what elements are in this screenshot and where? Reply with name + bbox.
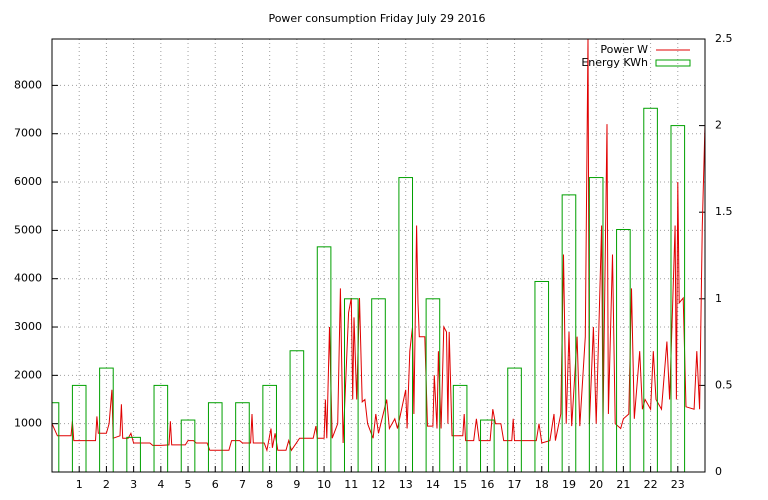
y2-tick-label: 1.5 bbox=[715, 205, 733, 218]
y2-tick-label: 0 bbox=[715, 465, 722, 478]
x-tick-label: 22 bbox=[644, 478, 658, 491]
y-tick-label: 6000 bbox=[14, 175, 42, 188]
plot-border bbox=[51, 38, 706, 473]
x-tick-label: 2 bbox=[103, 478, 110, 491]
energy-bar bbox=[316, 246, 332, 472]
y-tick-label: 3000 bbox=[14, 320, 42, 333]
plot-area bbox=[52, 39, 705, 472]
energy-bar bbox=[235, 402, 250, 472]
x-tick-label: 13 bbox=[399, 478, 413, 491]
y-tick-label: 8000 bbox=[14, 78, 42, 91]
x-tick-label: 19 bbox=[562, 478, 576, 491]
x-tick-label: 15 bbox=[453, 478, 467, 491]
energy-bar bbox=[371, 298, 386, 472]
legend-label: Energy KWh bbox=[581, 56, 648, 69]
x-tick-label: 14 bbox=[426, 478, 440, 491]
x-tick-label: 16 bbox=[480, 478, 494, 491]
x-tick-label: 7 bbox=[239, 478, 246, 491]
x-tick-label: 9 bbox=[293, 478, 300, 491]
energy-bar bbox=[561, 194, 577, 472]
y-tick-label: 7000 bbox=[14, 127, 42, 140]
x-tick-label: 23 bbox=[671, 478, 685, 491]
y-tick-label: 5000 bbox=[14, 223, 42, 236]
x-tick-label: 11 bbox=[344, 478, 358, 491]
energy-bar bbox=[534, 280, 550, 472]
x-tick-label: 5 bbox=[185, 478, 192, 491]
energy-bar bbox=[398, 177, 414, 472]
chart-title: Power consumption Friday July 29 2016 bbox=[268, 12, 485, 25]
x-tick-label: 10 bbox=[317, 478, 331, 491]
y2-tick-label: 2 bbox=[715, 119, 722, 132]
x-tick-label: 4 bbox=[157, 478, 164, 491]
y2-tick-label: 2.5 bbox=[715, 32, 733, 45]
x-tick-label: 3 bbox=[130, 478, 137, 491]
x-tick-label: 6 bbox=[212, 478, 219, 491]
legend-label: Power W bbox=[600, 43, 648, 56]
x-tick-label: 20 bbox=[589, 478, 603, 491]
x-tick-label: 21 bbox=[616, 478, 630, 491]
y-tick-label: 4000 bbox=[14, 272, 42, 285]
x-tick-label: 18 bbox=[535, 478, 549, 491]
x-tick-label: 17 bbox=[508, 478, 522, 491]
energy-bar bbox=[289, 350, 305, 472]
energy-bar bbox=[643, 107, 658, 472]
y2-tick-label: 1 bbox=[715, 292, 722, 305]
x-tick-label: 12 bbox=[372, 478, 386, 491]
energy-bar bbox=[588, 177, 604, 472]
y-tick-label: 2000 bbox=[14, 368, 42, 381]
energy-bar bbox=[616, 229, 631, 472]
y-tick-label: 1000 bbox=[14, 417, 42, 430]
energy-bar bbox=[480, 419, 495, 472]
y2-tick-label: 0.5 bbox=[715, 378, 733, 391]
x-tick-label: 8 bbox=[266, 478, 273, 491]
legend-box bbox=[655, 59, 691, 67]
energy-bar bbox=[207, 402, 223, 472]
x-tick-label: 1 bbox=[76, 478, 83, 491]
energy-bar bbox=[180, 419, 196, 472]
